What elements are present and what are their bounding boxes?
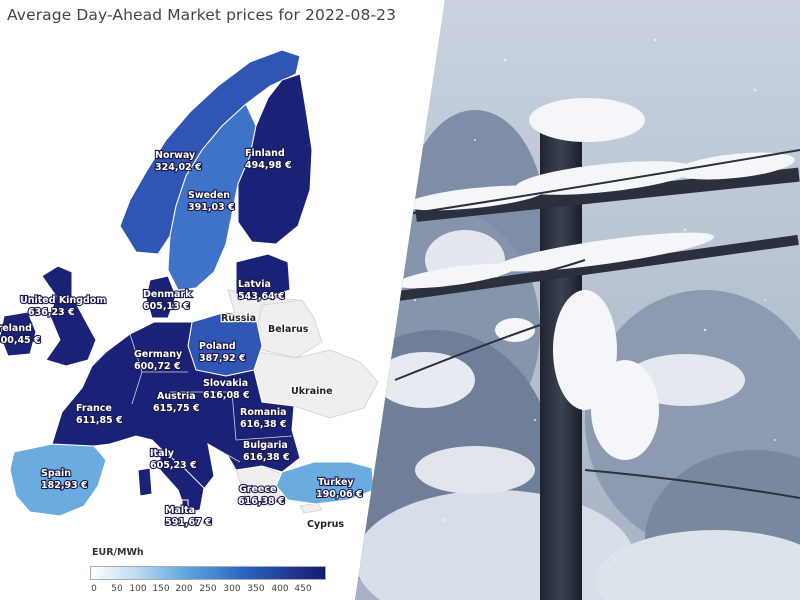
region-italy-south [159, 446, 205, 513]
legend-tick: 150 [152, 584, 170, 594]
europe-price-map: Norway 324,02 € Finland 494,98 € Sweden … [0, 49, 379, 531]
legend-tick: 0 [91, 584, 97, 594]
label-austria-price: 615,75 € [153, 403, 200, 414]
label-denmark-name: Denmark [143, 289, 192, 300]
map-title: Average Day-Ahead Market prices for 2022… [7, 6, 397, 24]
label-finland-price: 494,98 € [245, 160, 292, 171]
label-slovakia-price: 616,08 € [203, 390, 250, 401]
region-turkey [275, 461, 375, 505]
label-france-name: France [76, 403, 112, 414]
region-united-kingdom [41, 265, 97, 367]
internal-borders [129, 333, 293, 463]
region-sardinia [137, 467, 153, 497]
price-map-panel: Norway 324,02 € Finland 494,98 € Sweden … [0, 6, 397, 594]
label-malta-name: Malta [165, 505, 195, 516]
label-malta-price: 591,67 € [165, 517, 212, 528]
label-greece-name: Greece [239, 484, 276, 495]
label-spain-name: Spain [41, 468, 71, 479]
label-ukraine: Ukraine [291, 386, 333, 397]
label-bulgaria-name: Bulgaria [243, 440, 288, 451]
label-sweden-name: Sweden [188, 190, 230, 201]
legend-tick: 250 [199, 584, 217, 594]
label-italy-price: 605,23 € [150, 460, 197, 471]
label-spain-price: 182,93 € [41, 480, 88, 491]
label-norway-price: 324,02 € [155, 162, 202, 173]
crossarm [415, 167, 800, 222]
label-poland-price: 387,92 € [199, 353, 246, 364]
unpriced-labels: Russia Belarus Ukraine Cyprus [220, 312, 346, 531]
label-russia: Russia [221, 313, 256, 324]
snow-scene-illustration [355, 0, 800, 600]
label-italy-name: Italy [150, 448, 175, 459]
region-finland [237, 73, 313, 245]
legend-tick: 450 [294, 584, 312, 594]
region-sweden [167, 103, 257, 291]
label-ireland-price: 500,45 € [0, 335, 41, 346]
label-romania-price: 616,38 € [240, 419, 287, 430]
legend-tick: 350 [247, 584, 265, 594]
label-bulgaria-price: 616,38 € [243, 452, 290, 463]
label-uk-name: United Kingdom [20, 295, 106, 306]
label-ireland-name: Ireland [0, 323, 32, 334]
country-labels: Norway 324,02 € Finland 494,98 € Sweden … [0, 147, 364, 529]
label-latvia-name: Latvia [238, 279, 271, 290]
region-malta [181, 499, 189, 507]
region-continental-core [51, 321, 301, 495]
legend-tick: 100 [129, 584, 147, 594]
label-uk-price: 636,23 € [28, 307, 75, 318]
label-turkey-price: 190,06 € [316, 489, 363, 500]
legend-tick: 50 [111, 584, 123, 594]
snow-caps [395, 98, 795, 460]
label-latvia-price: 543,64 € [238, 291, 285, 302]
legend-unit: EUR/MWh [92, 547, 144, 558]
label-romania-name: Romania [240, 407, 287, 418]
falling-snow [413, 38, 776, 561]
region-baltics [235, 253, 291, 299]
label-austria-name: Austria [157, 391, 196, 402]
label-greece-price: 616,38 € [238, 496, 285, 507]
label-finland-name: Finland [245, 148, 285, 159]
label-norway-name: Norway [155, 150, 196, 161]
region-denmark [145, 275, 177, 319]
label-poland-name: Poland [199, 341, 236, 352]
legend-color-scale [90, 566, 326, 580]
crossarm-lower [396, 234, 799, 302]
snowy-power-pole-photo [355, 0, 800, 600]
legend-tick: 200 [175, 584, 193, 594]
legend-tick: 300 [223, 584, 241, 594]
legend-tick: 400 [271, 584, 289, 594]
region-cyprus [299, 502, 323, 514]
label-cyprus: Cyprus [307, 519, 344, 530]
label-sweden-price: 391,03 € [188, 202, 235, 213]
region-ireland [0, 311, 37, 357]
label-slovakia-name: Slovakia [203, 378, 248, 389]
label-germany-name: Germany [134, 349, 183, 360]
label-germany-price: 600,72 € [134, 361, 181, 372]
label-denmark-price: 605,13 € [143, 301, 190, 312]
label-turkey-name: Turkey [318, 477, 354, 488]
label-belarus: Belarus [268, 324, 309, 335]
label-france-price: 611,85 € [76, 415, 123, 426]
